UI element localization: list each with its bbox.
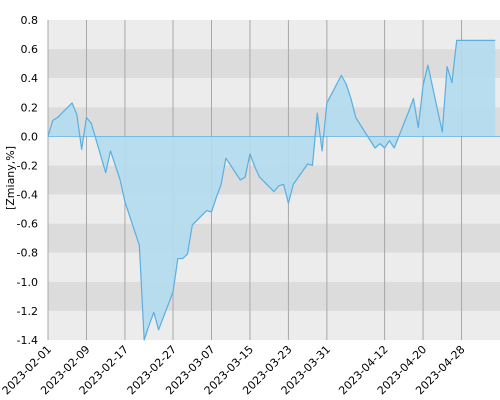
grid-band <box>48 281 500 311</box>
series-line <box>47 39 496 341</box>
grid-band <box>48 252 500 282</box>
grid-band <box>48 20 500 50</box>
y-tick-label: 0.8 <box>21 14 39 27</box>
y-tick-label: -0.4 <box>17 189 38 202</box>
y-tick-label: 0.6 <box>21 43 39 56</box>
grid-band <box>48 49 500 79</box>
y-tick-label: -1.2 <box>17 305 38 318</box>
y-tick-label: 0.4 <box>21 72 39 85</box>
y-tick-label: -0.6 <box>17 218 38 231</box>
y-tick-label: -0.8 <box>17 247 38 260</box>
y-tick-label: -1.4 <box>17 334 38 347</box>
grid-band <box>48 194 500 224</box>
grid-band <box>48 310 500 340</box>
y-axis-ticks: 0.8 0.6 0.4 0.2 0.0 -0.2 -0.4 -0.6 -0.8 -1.0 -1.2 -… <box>17 14 38 347</box>
x-axis-ticks: 2023-02-012023-02-092023-02-172023-02-27… <box>0 343 468 397</box>
area-fill <box>48 40 496 341</box>
y-tick-label: 0.0 <box>21 130 39 143</box>
y-tick-label: -1.0 <box>17 276 38 289</box>
y-tick-label: -0.2 <box>17 159 38 172</box>
grid-band <box>48 223 500 253</box>
y-tick-label: 0.2 <box>21 101 39 114</box>
y-axis-label: [Zmiany,%] <box>4 146 17 210</box>
